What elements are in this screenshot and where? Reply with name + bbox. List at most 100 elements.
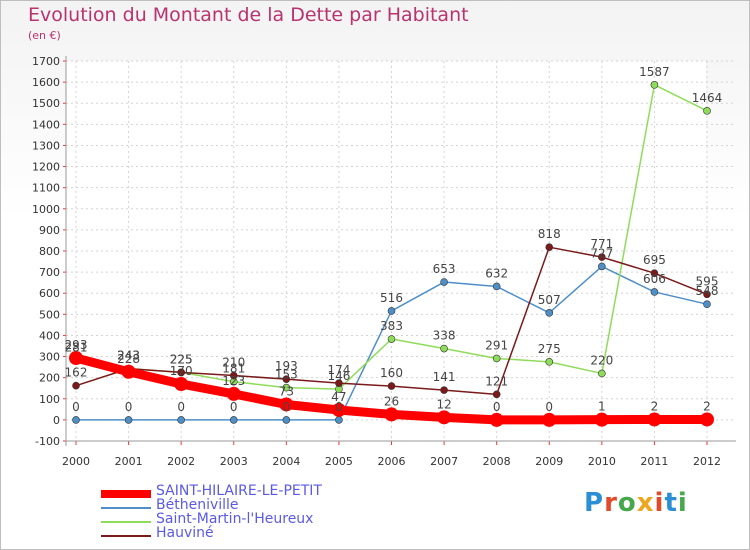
y-tick-label: 900: [39, 224, 60, 237]
series-0-data-label: 0: [545, 400, 553, 414]
series-3-point: [598, 253, 606, 261]
series-3-point: [282, 375, 291, 383]
series-1-point: [703, 300, 711, 309]
series-1-point: [72, 416, 80, 424]
legend-label: Saint-Martin-l'Heureux: [156, 511, 314, 527]
series-3-data-label: 595: [696, 274, 719, 288]
proxiti-logo: Proxiti: [584, 488, 688, 518]
logo-letter: i: [677, 488, 688, 518]
series-1-point: [440, 278, 448, 286]
y-tick-label: 1400: [32, 118, 60, 131]
series-0-data-label: 47: [331, 390, 346, 404]
y-tick-label: 800: [39, 245, 60, 258]
x-tick-label: 2012: [693, 455, 721, 468]
y-tick-label: 400: [39, 329, 60, 342]
x-tick-label: 2000: [62, 455, 90, 468]
series-2-data-label: 220: [590, 353, 613, 367]
x-tick-label: 2002: [167, 455, 195, 468]
series-2-data-label: 243: [117, 349, 140, 363]
series-0-point: [226, 386, 241, 401]
series-2-point: [650, 81, 659, 89]
series-2-point: [545, 358, 554, 366]
series-0-point: [700, 412, 714, 427]
series-0-point: [437, 410, 452, 425]
y-tick-label: 1100: [32, 182, 60, 195]
series-1-data-label: 548: [696, 284, 719, 298]
series-3-data-label: 141: [433, 370, 456, 384]
y-tick-label: 1700: [32, 55, 60, 68]
legend-label: Hauviné: [156, 525, 214, 541]
y-tick-label: 0: [53, 414, 60, 427]
y-tick-label: 1000: [32, 203, 60, 216]
series-0-point: [594, 412, 609, 427]
x-tick-label: 2008: [483, 455, 511, 468]
series-2-data-label: 383: [380, 319, 403, 333]
series-2-data-label: 275: [538, 342, 561, 356]
y-tick-label: 600: [39, 287, 60, 300]
y-tick-label: 700: [39, 266, 60, 279]
series-0-data-label: 26: [384, 394, 399, 408]
series-3-data-label: 695: [643, 253, 666, 267]
series-0-point: [489, 412, 504, 427]
series-2-data-label: 338: [433, 329, 456, 343]
series-0-data-label: 1: [598, 400, 606, 414]
series-2-data-label: 281: [65, 341, 88, 355]
series-3-data-label: 162: [65, 366, 88, 380]
series-2-data-label: 1464: [692, 91, 723, 105]
series-3-data-label: 818: [538, 227, 561, 241]
series-2-data-label: 1587: [639, 65, 670, 79]
series-1-data-label: 606: [643, 272, 666, 286]
legend-label: Bétheniville: [156, 497, 239, 513]
logo-letter: i: [654, 488, 665, 518]
series-2-point: [440, 344, 448, 353]
series-0-data-label: 293: [65, 338, 88, 352]
series-2-data-label: 146: [327, 369, 350, 383]
y-tick-label: 200: [39, 372, 60, 385]
x-tick-label: 2006: [378, 455, 406, 468]
y-tick-label: 1300: [32, 139, 60, 152]
series-3-point: [177, 368, 185, 377]
logo-letter: r: [604, 488, 618, 518]
logo-letter: P: [584, 488, 605, 518]
series-0-point: [69, 351, 83, 366]
series-1-data-label: 507: [538, 293, 561, 307]
y-tick-label: 1600: [32, 76, 60, 89]
x-tick-label: 2005: [325, 455, 353, 468]
y-tick-label: 100: [39, 393, 60, 406]
series-0-point: [121, 364, 136, 379]
series-2-point: [598, 369, 606, 378]
series-1-point: [124, 416, 133, 424]
series-3-point: [492, 390, 501, 399]
series-1-data-label: 0: [72, 400, 80, 414]
series-0-point: [279, 397, 294, 412]
series-3-point: [703, 290, 711, 299]
legend-swatch: [101, 521, 151, 523]
series-0-data-label: 2: [703, 399, 711, 413]
logo-letter: t: [664, 488, 678, 518]
series-1-point: [177, 416, 185, 424]
series-1-data-label: 0: [230, 400, 238, 414]
series-1-data-label: 0: [125, 400, 133, 414]
series-1-data-label: 0: [177, 400, 185, 414]
series-1-point: [229, 416, 238, 424]
series-0-point: [384, 407, 399, 422]
series-3-data-label: 174: [327, 363, 350, 377]
series-1-point: [492, 282, 501, 291]
series-3-point: [650, 269, 659, 277]
series-1-data-label: 0: [335, 400, 343, 414]
series-0-data-label: 73: [279, 384, 294, 398]
x-tick-label: 2007: [430, 455, 458, 468]
legend-label: SAINT-HILAIRE-LE-PETIT: [156, 483, 322, 499]
y-tick-label: 300: [39, 351, 60, 364]
series-2-point: [492, 354, 501, 363]
series-3-data-label: 160: [380, 366, 403, 380]
x-tick-label: 2009: [535, 455, 563, 468]
series-1-data-label: 727: [590, 246, 613, 260]
series-3-point: [440, 386, 448, 394]
series-3-point: [229, 371, 238, 380]
legend-swatch: [101, 535, 151, 537]
series-1-point: [598, 262, 606, 271]
series-2-data-label: 291: [485, 338, 508, 352]
series-1-point: [282, 416, 291, 424]
